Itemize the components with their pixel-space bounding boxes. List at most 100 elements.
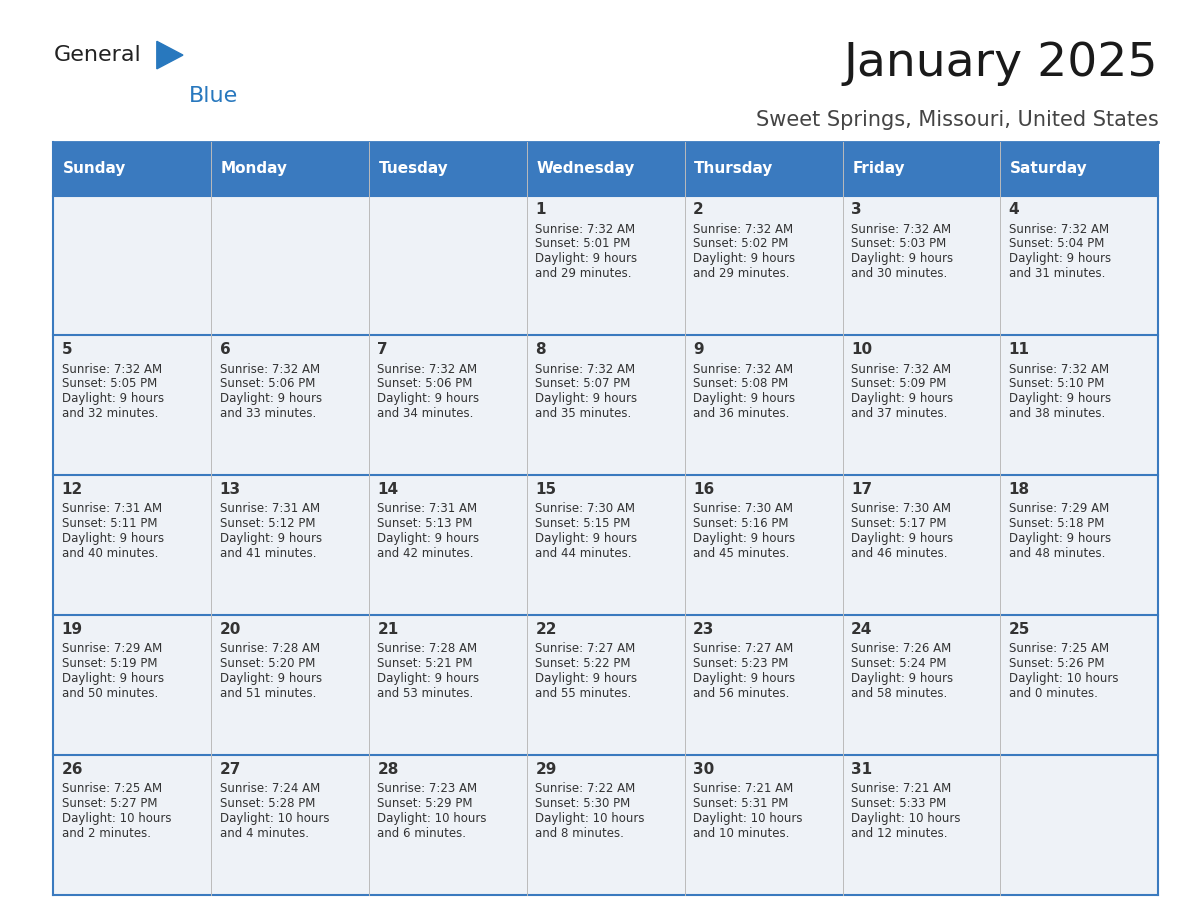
Text: and 41 minutes.: and 41 minutes. [220,547,316,560]
Text: Sunrise: 7:32 AM: Sunrise: 7:32 AM [851,223,952,236]
Text: 28: 28 [378,762,399,777]
Text: 29: 29 [536,762,557,777]
Text: and 51 minutes.: and 51 minutes. [220,687,316,700]
Text: 26: 26 [62,762,83,777]
Text: 19: 19 [62,621,83,637]
Text: Daylight: 9 hours: Daylight: 9 hours [693,672,795,685]
Polygon shape [157,41,183,69]
Text: Daylight: 9 hours: Daylight: 9 hours [851,672,953,685]
Text: Daylight: 9 hours: Daylight: 9 hours [693,392,795,405]
Text: Sunrise: 7:27 AM: Sunrise: 7:27 AM [536,643,636,655]
Text: Daylight: 9 hours: Daylight: 9 hours [220,532,322,545]
Text: Daylight: 9 hours: Daylight: 9 hours [220,672,322,685]
Text: Daylight: 9 hours: Daylight: 9 hours [536,392,638,405]
Text: and 10 minutes.: and 10 minutes. [693,826,790,839]
Text: Sunrise: 7:32 AM: Sunrise: 7:32 AM [1009,363,1108,375]
Bar [53,476,211,615]
Text: Daylight: 9 hours: Daylight: 9 hours [1009,532,1111,545]
Text: Sunrise: 7:31 AM: Sunrise: 7:31 AM [220,502,320,515]
Text: 9: 9 [693,341,703,357]
Bar [1000,335,1158,476]
Text: 27: 27 [220,762,241,777]
Text: 16: 16 [693,482,714,497]
Text: Sunset: 5:02 PM: Sunset: 5:02 PM [693,238,789,251]
Text: Sunset: 5:13 PM: Sunset: 5:13 PM [378,517,473,531]
Text: Sunset: 5:24 PM: Sunset: 5:24 PM [851,657,947,670]
Text: and 30 minutes.: and 30 minutes. [851,267,947,280]
Text: Daylight: 9 hours: Daylight: 9 hours [378,672,480,685]
Text: and 6 minutes.: and 6 minutes. [378,826,467,839]
Text: Daylight: 9 hours: Daylight: 9 hours [62,392,164,405]
Text: Sunset: 5:10 PM: Sunset: 5:10 PM [1009,377,1104,390]
Text: Sunrise: 7:32 AM: Sunrise: 7:32 AM [220,363,320,375]
Text: Sunrise: 7:31 AM: Sunrise: 7:31 AM [378,502,478,515]
Text: 8: 8 [536,341,546,357]
Bar [369,196,527,335]
Text: Sunset: 5:04 PM: Sunset: 5:04 PM [1009,238,1104,251]
Text: Sunrise: 7:30 AM: Sunrise: 7:30 AM [851,502,950,515]
Bar [211,476,369,615]
Text: Sunrise: 7:23 AM: Sunrise: 7:23 AM [378,782,478,795]
Bar [842,476,1000,615]
Text: Sunset: 5:33 PM: Sunset: 5:33 PM [851,797,946,810]
Text: Sunset: 5:03 PM: Sunset: 5:03 PM [851,238,946,251]
Bar [842,335,1000,476]
Text: and 40 minutes.: and 40 minutes. [62,547,158,560]
Text: and 56 minutes.: and 56 minutes. [693,687,790,700]
Text: 2: 2 [693,202,703,217]
Text: 3: 3 [851,202,861,217]
Text: and 0 minutes.: and 0 minutes. [1009,687,1098,700]
Bar [842,615,1000,756]
Bar [369,476,527,615]
Text: Sunset: 5:08 PM: Sunset: 5:08 PM [693,377,789,390]
Text: 24: 24 [851,621,872,637]
Text: 15: 15 [536,482,556,497]
Text: Daylight: 9 hours: Daylight: 9 hours [536,672,638,685]
Text: Daylight: 10 hours: Daylight: 10 hours [1009,672,1118,685]
Text: 21: 21 [378,621,399,637]
Text: Sunset: 5:21 PM: Sunset: 5:21 PM [378,657,473,670]
Bar [1000,476,1158,615]
Text: 5: 5 [62,341,72,357]
Text: 22: 22 [536,621,557,637]
Bar [684,476,842,615]
Text: 13: 13 [220,482,241,497]
Text: Sunset: 5:16 PM: Sunset: 5:16 PM [693,517,789,531]
Text: Wednesday: Wednesday [537,162,634,176]
Text: 10: 10 [851,341,872,357]
Text: Sunrise: 7:27 AM: Sunrise: 7:27 AM [693,643,794,655]
Text: and 34 minutes.: and 34 minutes. [378,407,474,420]
Text: Daylight: 10 hours: Daylight: 10 hours [62,812,171,824]
Bar [53,756,211,895]
Text: 23: 23 [693,621,714,637]
Text: Sunrise: 7:32 AM: Sunrise: 7:32 AM [536,363,636,375]
Text: Sunset: 5:07 PM: Sunset: 5:07 PM [536,377,631,390]
Text: Sunrise: 7:22 AM: Sunrise: 7:22 AM [536,782,636,795]
Bar [53,335,211,476]
Text: 17: 17 [851,482,872,497]
Text: Sunrise: 7:29 AM: Sunrise: 7:29 AM [1009,502,1110,515]
Text: and 42 minutes.: and 42 minutes. [378,547,474,560]
Bar [211,615,369,756]
Text: Sunset: 5:31 PM: Sunset: 5:31 PM [693,797,789,810]
Text: 4: 4 [1009,202,1019,217]
Text: and 46 minutes.: and 46 minutes. [851,547,948,560]
Bar [527,335,684,476]
Text: Sunrise: 7:28 AM: Sunrise: 7:28 AM [378,643,478,655]
Text: and 50 minutes.: and 50 minutes. [62,687,158,700]
Bar [53,615,211,756]
Bar [53,196,211,335]
Text: Sunrise: 7:21 AM: Sunrise: 7:21 AM [693,782,794,795]
Bar [211,335,369,476]
Text: Sweet Springs, Missouri, United States: Sweet Springs, Missouri, United States [756,110,1158,130]
Text: Sunrise: 7:21 AM: Sunrise: 7:21 AM [851,782,952,795]
Bar [1000,196,1158,335]
Text: Sunday: Sunday [63,162,126,176]
Bar [1000,756,1158,895]
Text: Daylight: 10 hours: Daylight: 10 hours [693,812,803,824]
Text: and 58 minutes.: and 58 minutes. [851,687,947,700]
Text: General: General [53,45,141,65]
Bar [684,335,842,476]
Bar [369,615,527,756]
Text: and 29 minutes.: and 29 minutes. [693,267,790,280]
